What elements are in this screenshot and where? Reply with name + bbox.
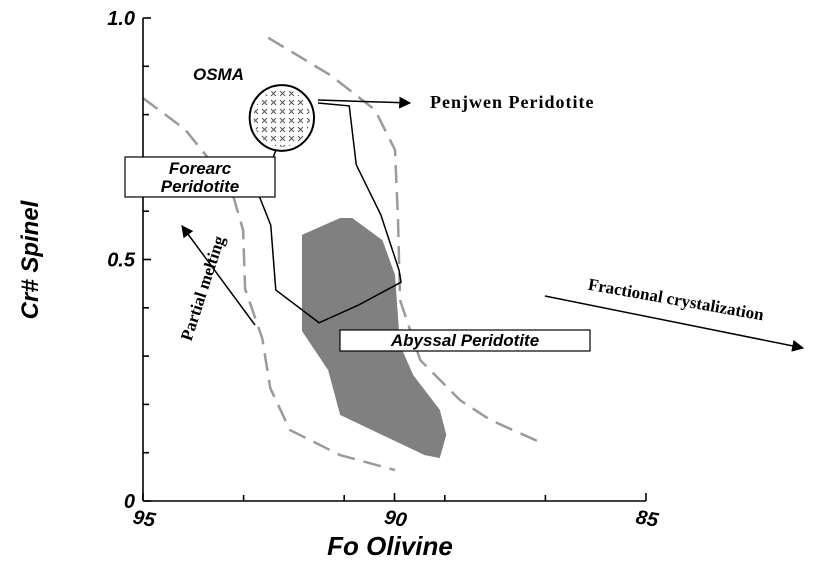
- boundary: [267, 36, 541, 444]
- y-axis-label: Cr# Spinel: [17, 199, 44, 319]
- forearc-label: Forearc: [169, 159, 232, 178]
- arrow: [544, 295, 805, 352]
- arrow: [181, 225, 256, 326]
- plot-area: Abyssal Peridotite 0 0.5 1.0 95 90 85: [107, 8, 661, 532]
- y-tick-label: 0.5: [107, 250, 136, 272]
- boundary: [257, 102, 402, 324]
- forearc-label: Peridotite: [161, 177, 239, 196]
- pattern: [253, 89, 311, 147]
- y-tick-label: 1.0: [107, 8, 135, 30]
- x-axis-label: Fo Olivine: [327, 531, 453, 561]
- label-box: [339, 329, 591, 352]
- penjwen-label: Penjwen Peridotite: [430, 92, 594, 112]
- osma-label: OSMA: [193, 65, 244, 84]
- x-tick-label: 85: [634, 506, 661, 532]
- arrow: [317, 96, 412, 109]
- x-tick-label: 90: [383, 506, 409, 532]
- field-label-text: Abyssal Peridotite: [390, 331, 539, 350]
- label-box: [124, 156, 276, 198]
- y-tick-label: 0: [124, 491, 135, 513]
- partial-label: Partial melting: [177, 233, 229, 343]
- fractional-label: Fractional crystalization: [587, 275, 766, 325]
- field-label: Abyssal Peridotite: [339, 329, 591, 352]
- x-tick-label: 95: [131, 506, 158, 532]
